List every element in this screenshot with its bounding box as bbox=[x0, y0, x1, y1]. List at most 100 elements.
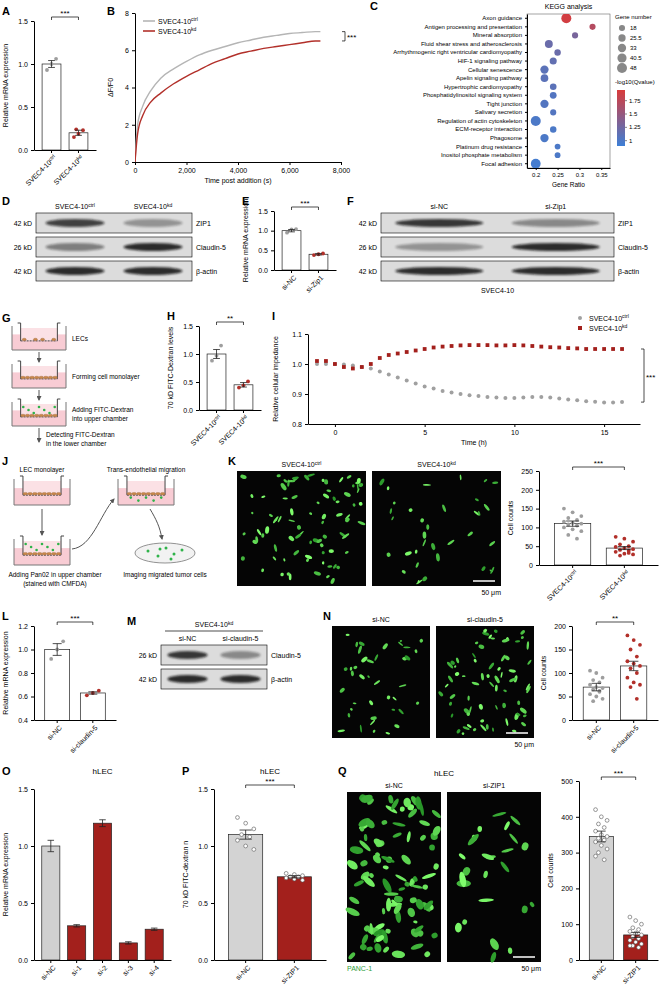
tick: 0.5 bbox=[183, 379, 199, 386]
tick: 0.6 bbox=[18, 693, 34, 700]
tick-label: si-NC bbox=[46, 724, 63, 741]
tick-label: Mineral absorption bbox=[473, 32, 522, 38]
cell bbox=[413, 920, 418, 924]
tick-mark bbox=[128, 960, 129, 963]
tick-label: 0.35 bbox=[596, 172, 608, 178]
data-point bbox=[640, 922, 644, 926]
data-point bbox=[405, 350, 409, 354]
tick: SVEC4-10ctrl bbox=[545, 565, 579, 602]
cell bbox=[391, 708, 395, 711]
lane-label: si-Zip1 bbox=[545, 203, 566, 211]
tick: 0.0 bbox=[18, 957, 34, 964]
cell bbox=[132, 492, 137, 495]
tick-mark bbox=[536, 546, 539, 547]
cell bbox=[378, 478, 385, 486]
panel-label: C bbox=[370, 0, 378, 12]
tick-label: Cellular senescence bbox=[468, 67, 523, 73]
tick-label: 200 bbox=[521, 487, 533, 494]
cell bbox=[357, 520, 366, 526]
cell bbox=[483, 478, 488, 482]
marks bbox=[583, 634, 647, 721]
tick: 4,000 bbox=[230, 162, 248, 174]
data-point bbox=[631, 935, 635, 939]
bubble bbox=[555, 144, 561, 150]
axis-line bbox=[573, 720, 659, 721]
tick-mark bbox=[271, 250, 274, 251]
data-point bbox=[602, 838, 606, 842]
superscript: ctrl bbox=[315, 460, 322, 466]
cell bbox=[280, 482, 288, 491]
cell bbox=[265, 526, 270, 534]
tick: 1.5 bbox=[258, 208, 274, 215]
cell bbox=[136, 492, 141, 495]
data-point bbox=[236, 816, 240, 820]
cell bbox=[441, 504, 446, 512]
step-label: Detecting FITC-Dextran bbox=[46, 431, 115, 439]
tracer bbox=[157, 555, 160, 558]
cell bbox=[33, 338, 37, 341]
data-point bbox=[423, 385, 427, 389]
tick-mark bbox=[211, 846, 214, 847]
tick-mark bbox=[51, 150, 52, 153]
x-axis: si-NCsi-claudin-5 bbox=[573, 720, 659, 754]
data-point bbox=[640, 933, 644, 937]
well-wall bbox=[14, 539, 70, 565]
cell bbox=[423, 484, 431, 486]
chart-title: hLEC bbox=[92, 767, 112, 776]
axis-title: Cell counts bbox=[547, 853, 554, 888]
cell bbox=[358, 839, 372, 852]
data-point bbox=[632, 681, 636, 685]
cell bbox=[515, 640, 521, 643]
axis-title: Relative mRNA expression bbox=[2, 631, 10, 714]
tick-mark bbox=[569, 673, 572, 674]
legend-bubble bbox=[618, 44, 626, 52]
cell bbox=[343, 491, 351, 498]
cell bbox=[429, 844, 435, 850]
cell bbox=[385, 732, 390, 735]
cell bbox=[488, 662, 495, 670]
cell bbox=[28, 492, 33, 495]
data-point bbox=[597, 851, 601, 855]
transwell bbox=[14, 476, 70, 505]
cell bbox=[353, 665, 358, 669]
tick: 150 bbox=[521, 505, 539, 512]
cell bbox=[282, 497, 287, 499]
image-background bbox=[347, 792, 441, 962]
cell bbox=[412, 875, 418, 882]
bar bbox=[606, 548, 642, 565]
superscript: ctrl bbox=[47, 153, 56, 162]
cell bbox=[364, 834, 368, 841]
cell bbox=[501, 847, 514, 853]
data-point bbox=[557, 397, 561, 401]
cell bbox=[326, 574, 331, 578]
marks bbox=[229, 816, 312, 960]
cell bbox=[406, 831, 411, 843]
bar bbox=[624, 935, 648, 960]
cell bbox=[373, 680, 380, 686]
cell bbox=[527, 659, 532, 665]
tick-mark bbox=[601, 960, 602, 963]
bubble bbox=[541, 74, 549, 82]
cell bbox=[353, 879, 365, 887]
tracer bbox=[137, 499, 140, 502]
superscript: kd bbox=[621, 568, 629, 576]
cell bbox=[304, 554, 312, 560]
membrane bbox=[21, 340, 58, 341]
cell bbox=[392, 696, 397, 701]
axis-title: Cell counts bbox=[507, 500, 514, 535]
cell bbox=[316, 538, 323, 544]
data-point bbox=[605, 835, 609, 839]
tick-mark bbox=[31, 789, 34, 790]
cell bbox=[466, 723, 472, 728]
tick: 0 bbox=[529, 562, 539, 569]
x-axis: SVEC4-10ctrlSVEC4-10kd bbox=[189, 410, 262, 447]
plot: 0.40.60.81.01.2si-NCsi-claudin-5Relative… bbox=[2, 614, 117, 767]
plot: hLEC0.00.51.01.5si-NCsi-1si-2si-3si-4Rel… bbox=[2, 767, 172, 981]
tick-label: 0.5 bbox=[18, 104, 28, 111]
cell bbox=[307, 473, 315, 477]
image-label: si-claudin-5 bbox=[467, 616, 503, 623]
data-point bbox=[324, 359, 328, 363]
tick-label: 50 bbox=[525, 543, 533, 550]
protein-label: β-actin bbox=[196, 268, 217, 276]
western-blot: MSVEC4-10kdsi-NCsi-claudin-526 kDClaudin… bbox=[127, 615, 301, 689]
